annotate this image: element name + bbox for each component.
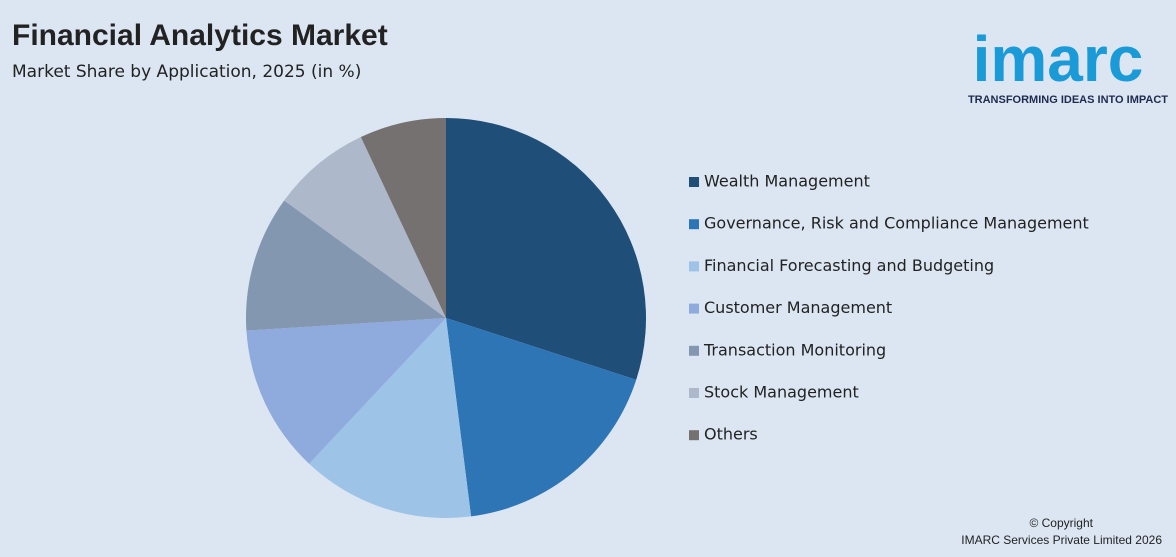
legend-label: Customer Management [704, 298, 892, 317]
pie-slice [309, 318, 472, 518]
legend-label: Financial Forecasting and Budgeting [704, 256, 994, 275]
legend-swatch [689, 303, 699, 314]
pie-slice [446, 118, 646, 380]
pie-slice [360, 118, 446, 318]
legend-swatch [689, 430, 699, 441]
legend-swatch [689, 261, 699, 272]
pie-slice [246, 318, 446, 464]
legend-label: Others [704, 425, 758, 444]
legend-label: Governance, Risk and Compliance Manageme… [704, 214, 1089, 233]
pie-slice [246, 200, 446, 331]
legend-swatch [689, 177, 699, 187]
pie-slice [284, 137, 446, 318]
pie-slice [446, 318, 637, 517]
legend-label: Wealth Management [704, 172, 870, 191]
legend-swatch [689, 345, 699, 356]
logo-tagline: TRANSFORMING IDEAS INTO IMPACT [968, 94, 1168, 106]
legend-swatch [689, 219, 699, 230]
copyright: © Copyright [1029, 516, 1093, 530]
legend-label: Stock Management [704, 383, 859, 402]
legend-swatch [689, 388, 699, 398]
copyright-company: IMARC Services Private Limited 2026 [961, 533, 1162, 547]
legend-label: Transaction Monitoring [703, 340, 886, 359]
chart-title: Financial Analytics Market [12, 19, 388, 52]
logo: imarc [973, 23, 1144, 95]
chart-subtitle: Market Share by Application, 2025 (in %) [12, 62, 361, 82]
